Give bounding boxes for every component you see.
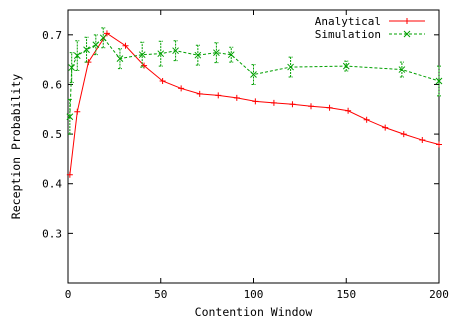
- simulation-line: [69, 37, 440, 117]
- x-tick-label: 100: [244, 288, 264, 301]
- x-tick-label: 200: [429, 288, 449, 301]
- simulation-point: [194, 51, 202, 59]
- analytical-point: [233, 94, 240, 101]
- analytical-point: [122, 42, 129, 49]
- simulation-point: [250, 71, 257, 78]
- simulation-point: [68, 64, 76, 71]
- analytical-point: [289, 101, 296, 108]
- analytical-point: [159, 77, 166, 84]
- simulation-point: [99, 34, 107, 42]
- analytical-point: [178, 85, 185, 92]
- simulation-point: [287, 63, 294, 71]
- x-axis-title: Contention Window: [195, 305, 313, 319]
- analytical-point: [400, 131, 407, 138]
- analytical-point: [436, 141, 442, 148]
- analytical-point: [363, 116, 370, 123]
- simulation-point: [172, 47, 179, 55]
- analytical-point: [66, 171, 73, 178]
- legend-label-simulation: Simulation: [315, 28, 381, 41]
- y-tick-label: 0.7: [42, 29, 62, 42]
- simulation-point: [83, 46, 90, 54]
- x-tick-label: 150: [336, 288, 356, 301]
- legend-marker-analytical: [404, 18, 410, 24]
- simulation-error-bar: [69, 52, 74, 83]
- series-simulation: [66, 27, 443, 135]
- analytical-point: [270, 99, 277, 106]
- y-tick-label: 0.5: [42, 128, 62, 141]
- analytical-point: [74, 108, 81, 115]
- y-tick-label: 0.6: [42, 78, 62, 91]
- y-tick-label: 0.3: [42, 227, 62, 240]
- y-tick-label: 0.4: [42, 178, 62, 191]
- analytical-point: [326, 104, 333, 111]
- simulation-point: [92, 41, 100, 49]
- simulation-point: [435, 77, 443, 85]
- simulation-point: [342, 62, 350, 70]
- series-analytical: [66, 30, 442, 178]
- simulation-point: [213, 49, 220, 57]
- simulation-point: [227, 51, 235, 59]
- analytical-point: [308, 103, 315, 110]
- simulation-point: [138, 51, 146, 59]
- analytical-point: [382, 124, 389, 131]
- analytical-point: [419, 137, 426, 144]
- analytical-line: [69, 32, 440, 175]
- x-tick-label: 50: [154, 288, 167, 301]
- simulation-point: [157, 50, 165, 58]
- y-axis-title: Reception Probability: [9, 74, 23, 219]
- series-layer: [66, 27, 443, 178]
- analytical-point: [196, 90, 203, 97]
- simulation-point: [73, 52, 81, 60]
- axis-ticks: 0 50 100 150 200 0.3 0.4 0.5 0.6 0.7: [42, 10, 449, 301]
- analytical-point: [345, 107, 352, 114]
- legend-marker-simulation: [403, 30, 411, 38]
- legend-label-analytical: Analytical: [315, 15, 381, 28]
- x-tick-label: 0: [65, 288, 72, 301]
- analytical-point: [252, 98, 259, 105]
- simulation-point: [398, 66, 406, 73]
- simulation-point: [66, 113, 74, 121]
- simulation-error-bar: [437, 65, 441, 97]
- simulation-point: [116, 55, 124, 62]
- analytical-point: [103, 30, 110, 37]
- analytical-point: [215, 92, 222, 99]
- simulation-error-bar: [75, 40, 80, 72]
- plot-frame: [67, 9, 440, 284]
